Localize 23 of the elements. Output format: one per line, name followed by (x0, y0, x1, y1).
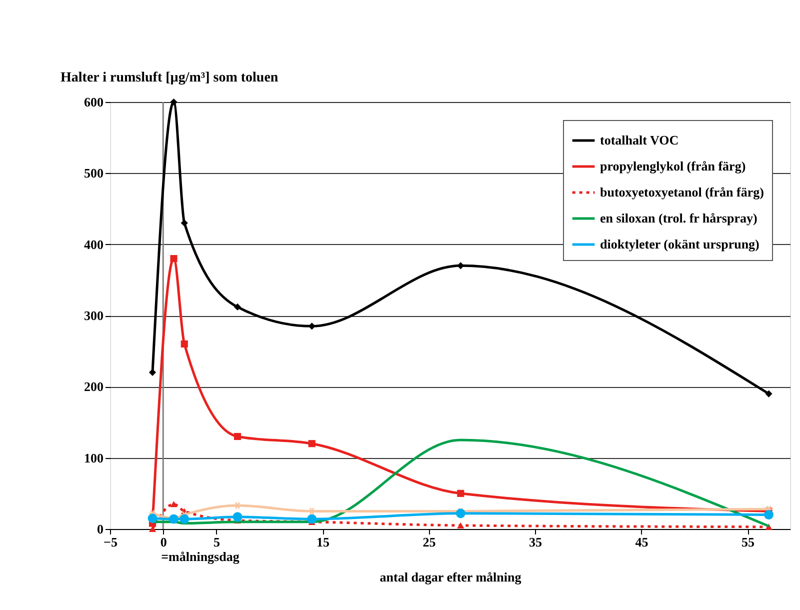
y-tick-label: 100 (84, 450, 104, 466)
x-tick-label: 25 (422, 534, 436, 550)
ref-line-label: =målningsdag (161, 549, 240, 564)
legend-label: en siloxan (trol. fr hårspray) (600, 210, 758, 226)
y-tick-label: 300 (84, 308, 104, 323)
y-tick-label: 400 (84, 236, 104, 252)
y-axis-title: Halter i rumsluft [µg/m³] som toluen (60, 70, 278, 86)
x-tick-label: 15 (316, 534, 330, 550)
x-axis-title: antal dagar efter målning (380, 570, 522, 584)
x-tick-label: 0 (160, 534, 167, 550)
y-tick-label: 500 (84, 166, 104, 181)
x-tick-label: 35 (529, 534, 542, 550)
y-tick-label: 600 (84, 94, 104, 110)
legend-label: dioktyleter (okänt ursprung) (600, 236, 760, 252)
x-tick-label: 45 (635, 534, 649, 550)
x-tick-label: 55 (742, 534, 755, 550)
legend-label: totalhalt VOC (600, 132, 679, 148)
x-tick-label: 5 (214, 534, 220, 550)
legend-label: propylenglykol (från färg) (600, 158, 746, 174)
x-tick-label: −5 (104, 534, 118, 550)
y-tick-label: 200 (84, 379, 104, 394)
legend-label: butoxyetoxyetanol (från färg) (600, 184, 764, 200)
y-tick-label: 0 (97, 522, 104, 536)
